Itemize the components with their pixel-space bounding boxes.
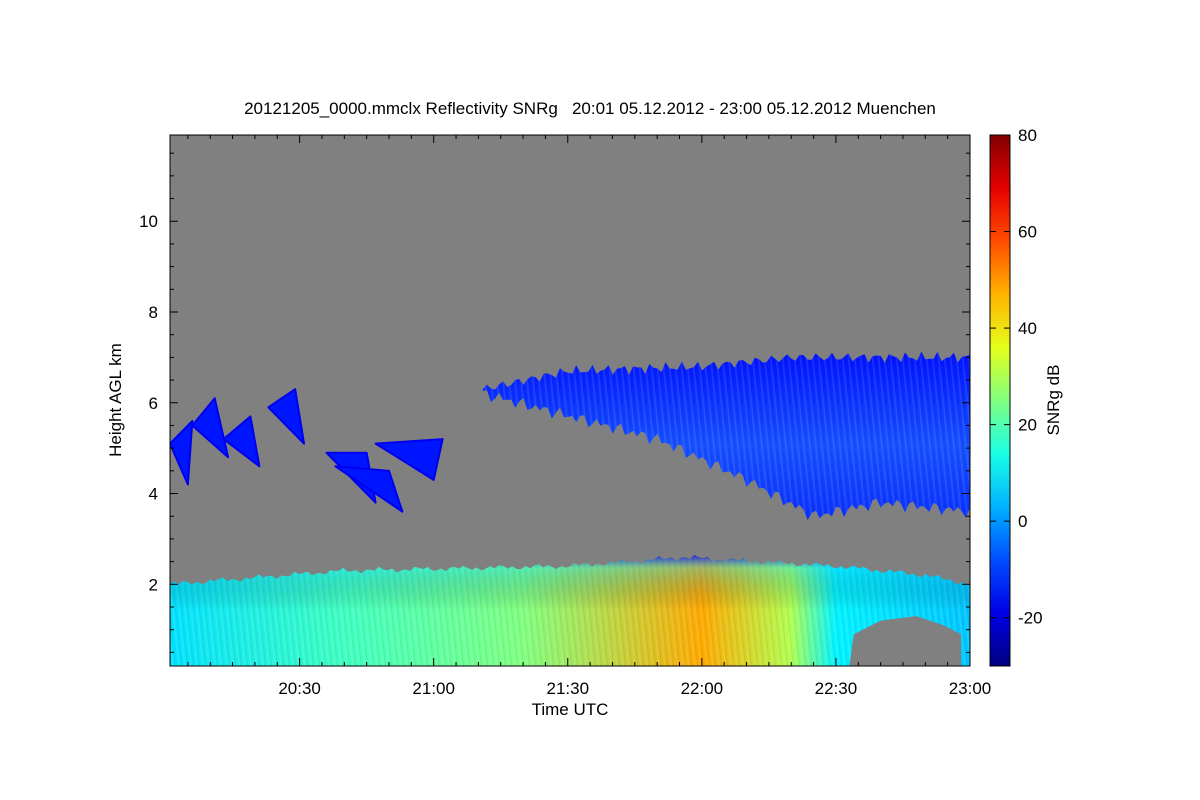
colorbar xyxy=(989,134,1011,667)
y-axis-label: Height AGL km xyxy=(106,343,125,457)
patchy-echo xyxy=(374,438,444,481)
x-tick-label: 22:00 xyxy=(681,679,724,698)
patchy-echo xyxy=(170,419,194,486)
patchy-echo xyxy=(267,388,306,445)
low-level-echo-top-edge xyxy=(170,554,970,666)
x-tick-label: 22:30 xyxy=(815,679,858,698)
patchy-echo xyxy=(191,397,230,459)
chart-title: 20121205_0000.mmclx Reflectivity SNRg 20… xyxy=(244,99,936,118)
colorbar-tick-label: -20 xyxy=(1018,609,1043,628)
patchy-echo xyxy=(222,415,261,468)
x-tick-label: 23:00 xyxy=(949,679,992,698)
patchy-echo xyxy=(334,465,404,513)
colorbar-tick-label: 60 xyxy=(1018,223,1037,242)
y-tick-label: 8 xyxy=(149,303,158,322)
x-axis-label: Time UTC xyxy=(532,700,609,719)
y-tick-label: 6 xyxy=(149,394,158,413)
x-axis: 20:30 21:00 21:30 22:00 22:30 23:00 xyxy=(187,135,992,698)
x-tick-label: 21:00 xyxy=(412,679,455,698)
colorbar-tick-label: 40 xyxy=(1018,319,1037,338)
echo-layer xyxy=(170,351,970,666)
echo-gap xyxy=(849,616,962,666)
colorbar-label: SNRg dB xyxy=(1044,365,1063,436)
colorbar-tick-label: 20 xyxy=(1018,416,1037,435)
plot-frame xyxy=(169,134,971,667)
y-tick-label: 4 xyxy=(149,485,158,504)
x-tick-label: 20:30 xyxy=(278,679,321,698)
y-tick-label: 10 xyxy=(139,212,158,231)
mid-level-cloud-streaks xyxy=(482,351,970,521)
y-tick-label: 2 xyxy=(149,575,158,594)
colorbar-tick-label: 0 xyxy=(1018,512,1027,531)
colorbar-tick-label: 80 xyxy=(1018,126,1037,145)
colorbar-axis: -20 0 20 40 60 80 xyxy=(990,126,1043,628)
x-tick-label: 21:30 xyxy=(546,679,589,698)
y-axis: 2 4 6 8 10 xyxy=(139,152,970,653)
